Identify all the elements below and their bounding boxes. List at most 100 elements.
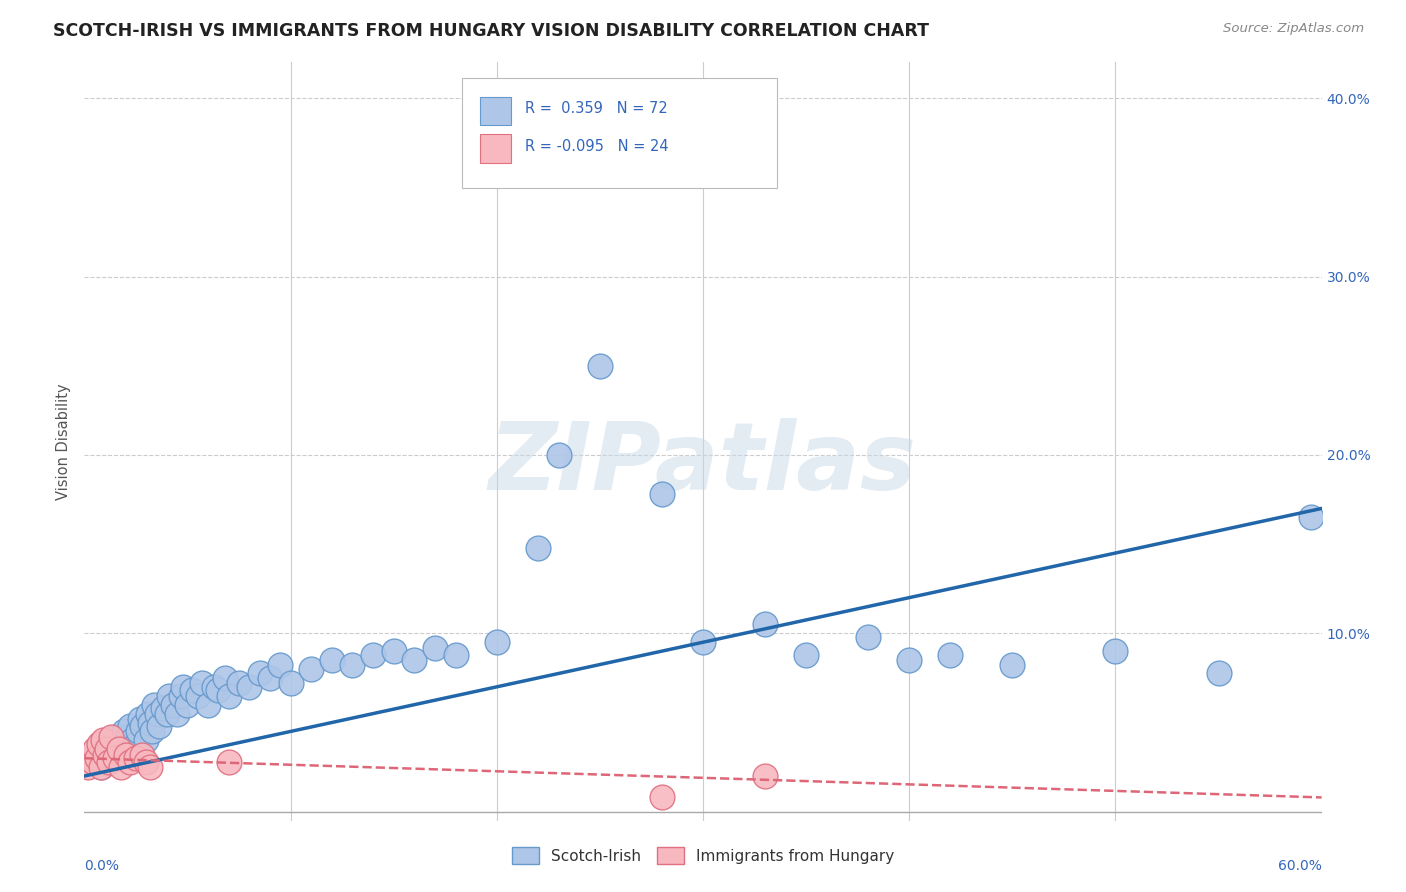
Point bbox=[104, 751, 127, 765]
Point bbox=[527, 541, 550, 555]
Text: ZIPatlas: ZIPatlas bbox=[489, 418, 917, 510]
Point bbox=[269, 658, 291, 673]
Point bbox=[114, 742, 136, 756]
Point bbox=[148, 719, 170, 733]
Point bbox=[228, 676, 250, 690]
Point bbox=[79, 751, 101, 765]
Point bbox=[90, 760, 112, 774]
Point bbox=[143, 698, 166, 712]
Point bbox=[121, 733, 143, 747]
Point bbox=[651, 487, 673, 501]
Point bbox=[86, 751, 108, 765]
Point bbox=[444, 648, 467, 662]
Point bbox=[754, 769, 776, 783]
Point bbox=[162, 698, 184, 712]
Point bbox=[1001, 658, 1024, 673]
Point bbox=[83, 751, 105, 765]
Point bbox=[83, 742, 105, 756]
Point bbox=[342, 658, 364, 673]
FancyBboxPatch shape bbox=[481, 135, 512, 163]
Point bbox=[238, 680, 260, 694]
Point bbox=[114, 747, 136, 762]
Text: R =  0.359   N = 72: R = 0.359 N = 72 bbox=[524, 101, 668, 116]
Legend: Scotch-Irish, Immigrants from Hungary: Scotch-Irish, Immigrants from Hungary bbox=[505, 841, 901, 870]
Point bbox=[104, 730, 127, 744]
Point bbox=[129, 712, 152, 726]
FancyBboxPatch shape bbox=[481, 96, 512, 126]
Point bbox=[94, 755, 117, 769]
Point bbox=[202, 680, 225, 694]
Point bbox=[105, 742, 128, 756]
Point bbox=[110, 737, 132, 751]
Point bbox=[485, 635, 508, 649]
Point bbox=[125, 751, 148, 765]
Point bbox=[207, 683, 229, 698]
Point bbox=[423, 640, 446, 655]
Point bbox=[651, 790, 673, 805]
Point bbox=[94, 742, 117, 756]
Point bbox=[218, 689, 240, 703]
Point bbox=[180, 683, 202, 698]
Point bbox=[259, 671, 281, 685]
Point bbox=[100, 730, 122, 744]
Point bbox=[127, 724, 149, 739]
Point bbox=[187, 689, 209, 703]
Point bbox=[197, 698, 219, 712]
Point bbox=[1301, 510, 1323, 524]
Point bbox=[589, 359, 612, 373]
Point bbox=[547, 448, 569, 462]
Point bbox=[754, 617, 776, 632]
Text: Source: ZipAtlas.com: Source: ZipAtlas.com bbox=[1223, 22, 1364, 36]
Point bbox=[87, 737, 110, 751]
Text: 60.0%: 60.0% bbox=[1278, 858, 1322, 872]
Point bbox=[321, 653, 343, 667]
Point bbox=[139, 760, 162, 774]
Point bbox=[135, 755, 157, 769]
Point bbox=[118, 719, 141, 733]
Point bbox=[82, 755, 104, 769]
Text: 0.0%: 0.0% bbox=[84, 858, 120, 872]
Point bbox=[91, 733, 114, 747]
Point bbox=[131, 719, 153, 733]
Point bbox=[96, 742, 118, 756]
Point bbox=[898, 653, 921, 667]
Point bbox=[98, 747, 121, 762]
Point bbox=[176, 698, 198, 712]
FancyBboxPatch shape bbox=[461, 78, 778, 187]
Point bbox=[152, 701, 174, 715]
Point bbox=[218, 755, 240, 769]
Point bbox=[157, 689, 180, 703]
Point bbox=[77, 760, 100, 774]
Point bbox=[191, 676, 214, 690]
Point bbox=[131, 747, 153, 762]
Text: R = -0.095   N = 24: R = -0.095 N = 24 bbox=[524, 139, 668, 154]
Point bbox=[100, 737, 122, 751]
Point bbox=[104, 751, 127, 765]
Point bbox=[692, 635, 714, 649]
Point bbox=[117, 730, 139, 744]
Point bbox=[108, 742, 131, 756]
Point bbox=[249, 665, 271, 680]
Point bbox=[361, 648, 384, 662]
Point bbox=[90, 760, 112, 774]
Y-axis label: Vision Disability: Vision Disability bbox=[56, 384, 72, 500]
Point bbox=[94, 747, 117, 762]
Point bbox=[172, 680, 194, 694]
Point bbox=[118, 755, 141, 769]
Point bbox=[939, 648, 962, 662]
Point bbox=[141, 724, 163, 739]
Point bbox=[299, 662, 322, 676]
Point bbox=[156, 706, 179, 721]
Point bbox=[108, 733, 131, 747]
Point bbox=[145, 706, 167, 721]
Point bbox=[139, 715, 162, 730]
Point bbox=[794, 648, 817, 662]
Point bbox=[1208, 665, 1230, 680]
Point bbox=[125, 737, 148, 751]
Point bbox=[110, 760, 132, 774]
Point bbox=[382, 644, 405, 658]
Point bbox=[98, 755, 121, 769]
Point bbox=[404, 653, 426, 667]
Point bbox=[136, 706, 159, 721]
Point bbox=[112, 724, 135, 739]
